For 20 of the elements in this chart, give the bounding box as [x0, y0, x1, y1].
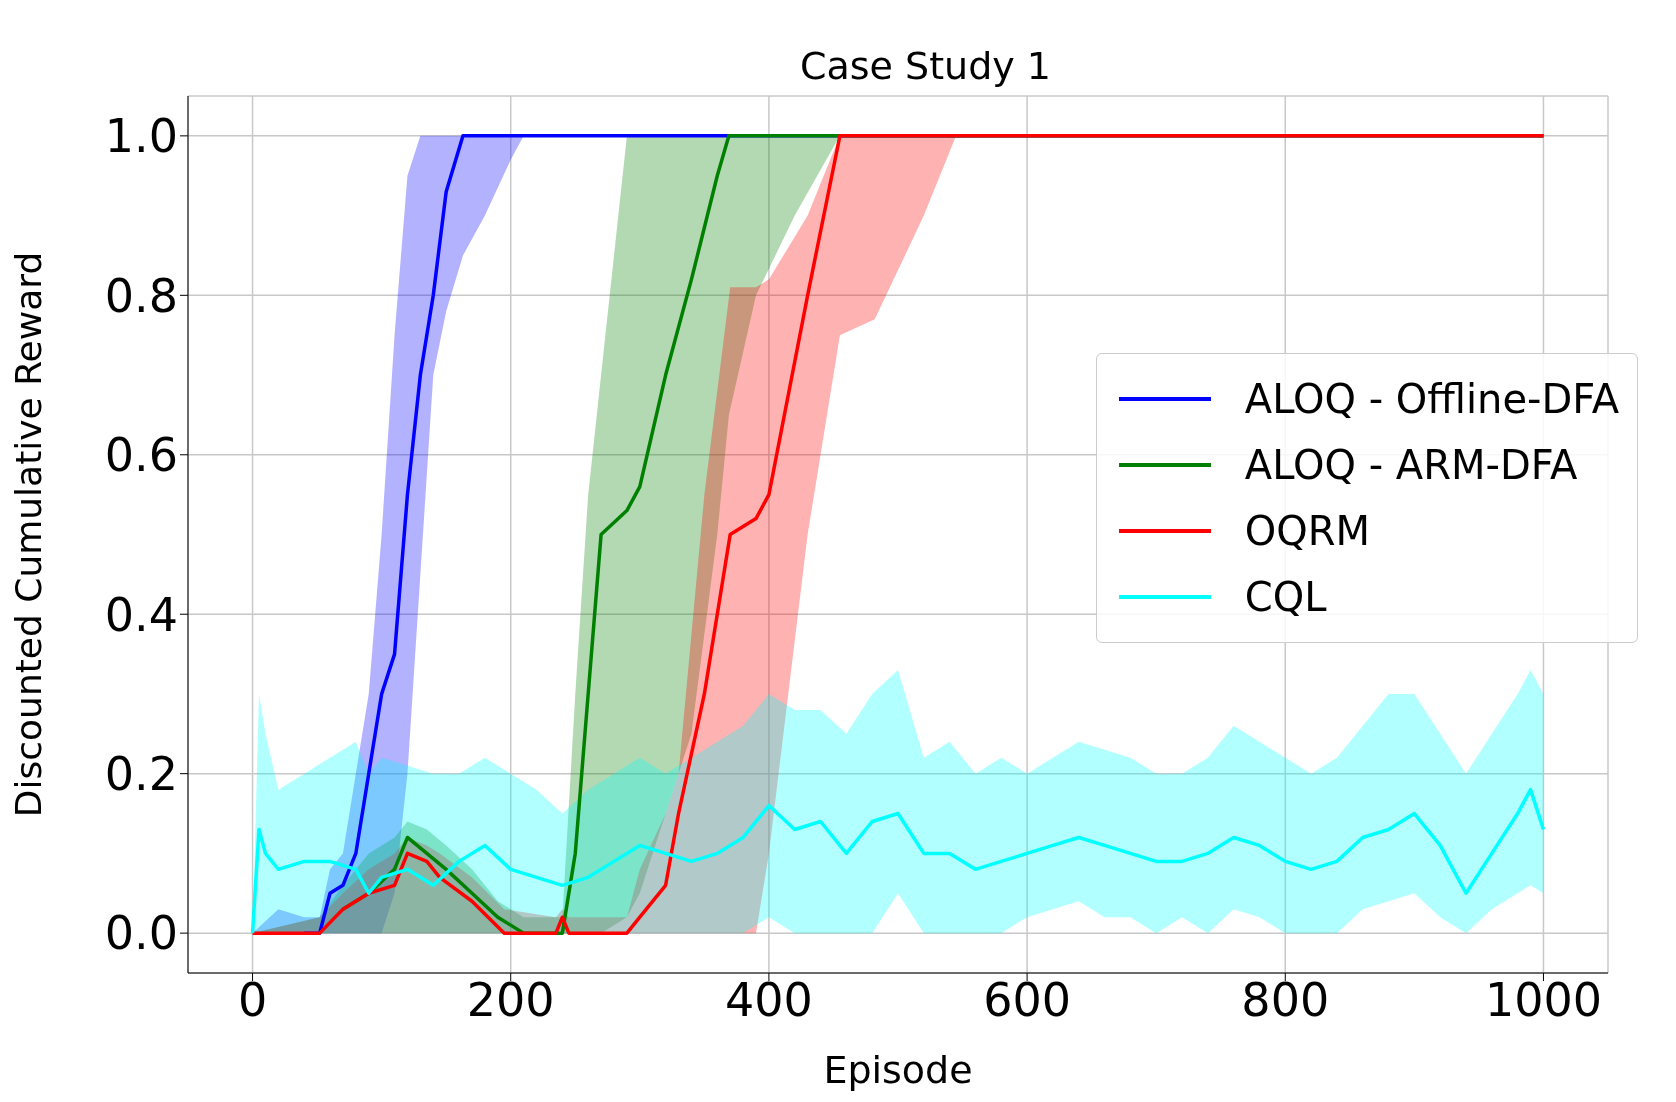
x-tick-label: 600	[983, 972, 1071, 1027]
y-axis-title: Discounted Cumulative Reward	[7, 251, 49, 818]
legend-label: OQRM	[1244, 508, 1371, 554]
legend-label: ALOQ - ARM-DFA	[1244, 442, 1578, 488]
chart-title: Case Study 1	[798, 44, 1052, 88]
x-tick-label: 200	[466, 972, 555, 1027]
line-series	[250, 787, 1546, 935]
x-axis-title: Episode	[823, 1048, 973, 1092]
y-tick-label: 0.0	[104, 906, 178, 961]
x-tick-label: 1000	[1484, 972, 1602, 1027]
y-tick-label: 0.8	[104, 268, 178, 323]
x-tick-label: 0	[237, 972, 268, 1027]
y-tick-label: 0.6	[104, 428, 178, 483]
legend-label: CQL	[1244, 574, 1327, 620]
x-tick-label: 400	[725, 972, 813, 1027]
y-tick-label: 0.4	[104, 587, 178, 642]
x-tick-label: 800	[1241, 972, 1330, 1027]
y-tick-label: 0.2	[104, 747, 178, 802]
y-tick-label: 1.0	[104, 109, 178, 164]
legend-label: ALOQ - Offline-DFA	[1244, 376, 1619, 422]
